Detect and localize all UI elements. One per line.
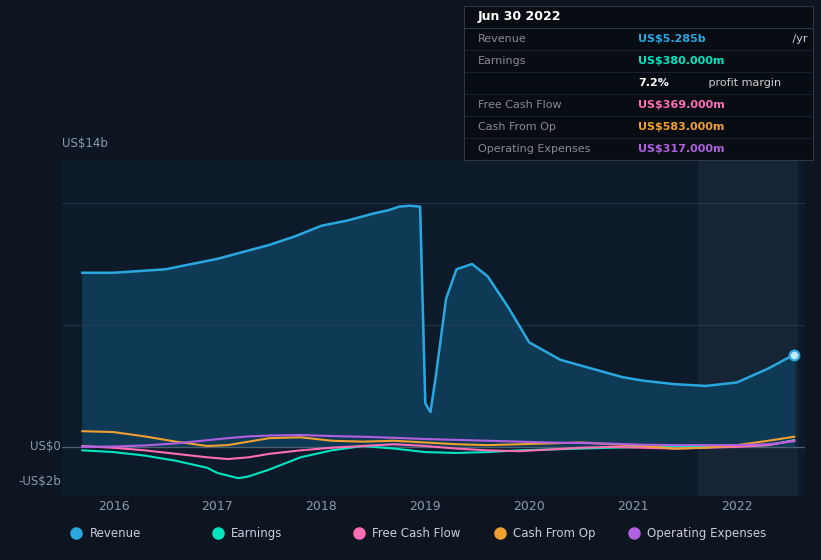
Text: /yr: /yr bbox=[789, 34, 808, 44]
Text: Free Cash Flow: Free Cash Flow bbox=[478, 100, 562, 110]
Text: US$0: US$0 bbox=[30, 440, 61, 454]
Text: US$380.000m: US$380.000m bbox=[639, 55, 725, 66]
Text: profit margin: profit margin bbox=[705, 78, 782, 87]
Text: 7.2%: 7.2% bbox=[639, 78, 669, 87]
Text: Earnings: Earnings bbox=[231, 527, 282, 540]
Text: Jun 30 2022: Jun 30 2022 bbox=[478, 10, 562, 23]
Text: US$583.000m: US$583.000m bbox=[639, 122, 725, 132]
Bar bbox=[698, 160, 797, 496]
Text: US$5.285b: US$5.285b bbox=[639, 34, 706, 44]
Text: Free Cash Flow: Free Cash Flow bbox=[372, 527, 461, 540]
Text: Operating Expenses: Operating Expenses bbox=[647, 527, 766, 540]
Text: US$317.000m: US$317.000m bbox=[639, 143, 725, 153]
Text: US$14b: US$14b bbox=[62, 137, 108, 150]
Text: Earnings: Earnings bbox=[478, 55, 526, 66]
Text: US$369.000m: US$369.000m bbox=[639, 100, 725, 110]
Text: -US$2b: -US$2b bbox=[18, 475, 61, 488]
Text: Revenue: Revenue bbox=[478, 34, 526, 44]
Text: Cash From Op: Cash From Op bbox=[478, 122, 556, 132]
Text: Cash From Op: Cash From Op bbox=[513, 527, 596, 540]
Text: Operating Expenses: Operating Expenses bbox=[478, 143, 590, 153]
Text: Revenue: Revenue bbox=[89, 527, 141, 540]
